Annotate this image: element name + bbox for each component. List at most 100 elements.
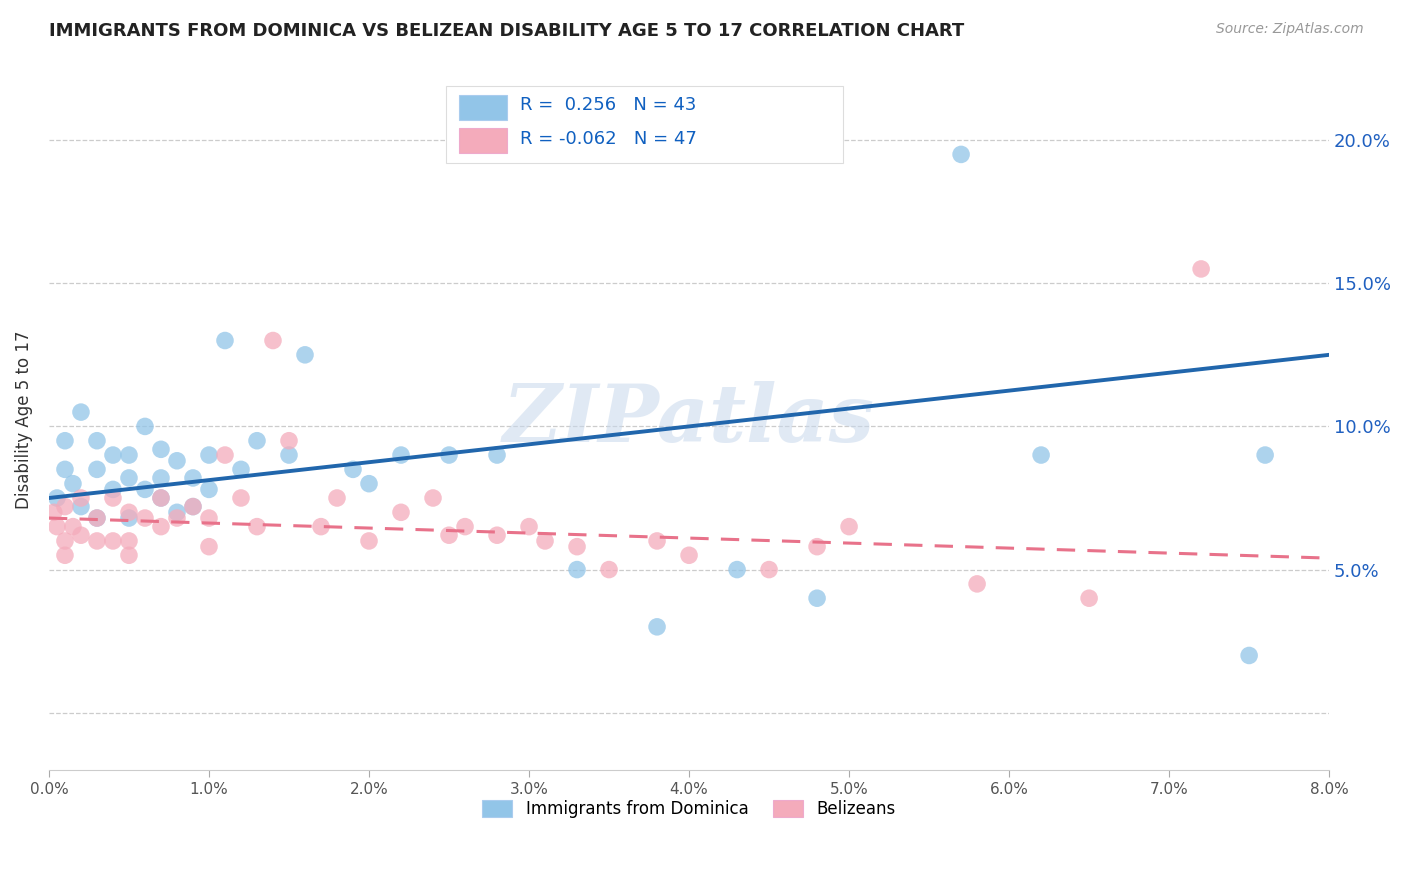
Point: [278, 448, 301, 462]
Point: [1189, 262, 1212, 277]
Point: [437, 528, 460, 542]
Point: [53, 533, 76, 548]
Point: [86, 511, 108, 525]
Point: [53, 434, 76, 448]
Point: [758, 563, 780, 577]
Point: [86, 533, 108, 548]
Point: [1254, 448, 1277, 462]
Point: [262, 334, 284, 348]
Point: [86, 462, 108, 476]
Point: [645, 533, 668, 548]
Point: [342, 462, 364, 476]
Point: [149, 491, 172, 505]
Point: [46, 491, 69, 505]
Point: [806, 591, 828, 606]
Point: [357, 476, 380, 491]
FancyBboxPatch shape: [446, 86, 842, 163]
Point: [101, 483, 124, 497]
Point: [725, 563, 748, 577]
Point: [198, 511, 221, 525]
Point: [166, 511, 188, 525]
Point: [198, 483, 221, 497]
Point: [53, 462, 76, 476]
Point: [70, 528, 93, 542]
Text: Source: ZipAtlas.com: Source: ZipAtlas.com: [1216, 22, 1364, 37]
Text: ZIPatlas: ZIPatlas: [503, 381, 875, 458]
Point: [86, 511, 108, 525]
Point: [806, 540, 828, 554]
Point: [118, 533, 141, 548]
Point: [214, 448, 236, 462]
Point: [486, 448, 509, 462]
Point: [181, 471, 204, 485]
Point: [62, 476, 84, 491]
Point: [101, 533, 124, 548]
FancyBboxPatch shape: [458, 95, 508, 120]
Point: [294, 348, 316, 362]
Point: [389, 448, 412, 462]
Point: [246, 519, 269, 533]
Point: [357, 533, 380, 548]
Point: [101, 491, 124, 505]
Point: [118, 448, 141, 462]
Point: [62, 519, 84, 533]
Point: [1237, 648, 1260, 663]
Text: IMMIGRANTS FROM DOMINICA VS BELIZEAN DISABILITY AGE 5 TO 17 CORRELATION CHART: IMMIGRANTS FROM DOMINICA VS BELIZEAN DIS…: [49, 22, 965, 40]
Point: [53, 500, 76, 514]
Point: [214, 334, 236, 348]
Point: [101, 448, 124, 462]
Point: [46, 519, 69, 533]
Point: [181, 500, 204, 514]
Point: [598, 563, 620, 577]
Point: [229, 491, 252, 505]
Point: [534, 533, 557, 548]
Legend: Immigrants from Dominica, Belizeans: Immigrants from Dominica, Belizeans: [475, 793, 903, 825]
Y-axis label: Disability Age 5 to 17: Disability Age 5 to 17: [15, 330, 32, 508]
Point: [246, 434, 269, 448]
FancyBboxPatch shape: [458, 128, 508, 153]
Point: [326, 491, 349, 505]
Point: [149, 519, 172, 533]
Point: [166, 505, 188, 519]
Point: [517, 519, 540, 533]
Point: [134, 483, 156, 497]
Point: [149, 491, 172, 505]
Text: R = -0.062   N = 47: R = -0.062 N = 47: [520, 129, 697, 148]
Point: [565, 563, 588, 577]
Point: [134, 511, 156, 525]
Point: [70, 405, 93, 419]
Point: [42, 505, 65, 519]
Point: [149, 471, 172, 485]
Point: [437, 448, 460, 462]
Point: [486, 528, 509, 542]
Point: [278, 434, 301, 448]
Point: [838, 519, 860, 533]
Point: [309, 519, 332, 533]
Point: [454, 519, 477, 533]
Point: [134, 419, 156, 434]
Point: [198, 448, 221, 462]
Point: [645, 620, 668, 634]
Point: [565, 540, 588, 554]
Point: [70, 491, 93, 505]
Point: [422, 491, 444, 505]
Point: [70, 500, 93, 514]
Point: [118, 505, 141, 519]
Point: [198, 540, 221, 554]
Point: [118, 548, 141, 562]
Text: R =  0.256   N = 43: R = 0.256 N = 43: [520, 96, 696, 114]
Point: [86, 434, 108, 448]
Point: [966, 577, 988, 591]
Point: [181, 500, 204, 514]
Point: [678, 548, 700, 562]
Point: [229, 462, 252, 476]
Point: [389, 505, 412, 519]
Point: [149, 442, 172, 457]
Point: [53, 548, 76, 562]
Point: [118, 471, 141, 485]
Point: [118, 511, 141, 525]
Point: [166, 454, 188, 468]
Point: [950, 147, 973, 161]
Point: [1029, 448, 1052, 462]
Point: [1078, 591, 1101, 606]
